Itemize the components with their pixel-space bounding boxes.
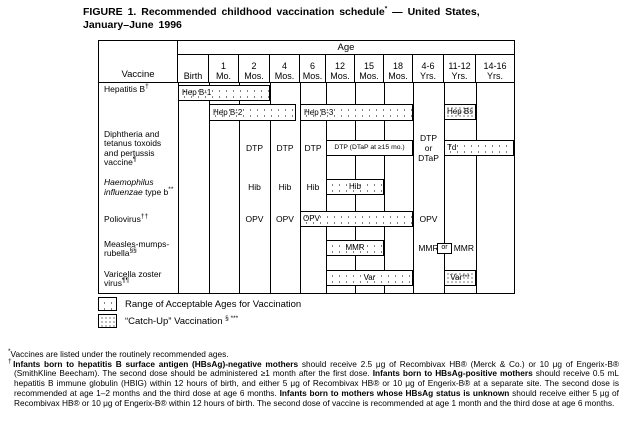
mark-opv-2mos: OPV [245,213,264,224]
col-header-18mos: 18 Mos. [384,55,413,83]
footnote-star: *Vaccines are listed under the routinely… [8,348,229,359]
row-label-dtp: Diphtheria and tetanus toxoids and pertu… [104,128,162,167]
bar-opv-6-18mos: OPV [300,210,413,227]
col-header-15mos: 15 Mos. [355,55,384,83]
legend-range-swatch [98,297,117,311]
mark-dtp-2mos: DTP [246,142,263,153]
col-header-4mos: 4 Mos. [270,55,300,83]
figure-title-line2: January–June 1996 [83,19,182,31]
mark-hib-6mos: Hib [306,181,320,192]
age-header: Age [178,41,514,55]
legend-catchup: “Catch-Up” Vaccination § *** [98,314,238,328]
col-header-4-6yrs: 4-6 Yrs. [413,55,444,83]
row-label-varicella: Varicella zoster virus¶¶ [104,268,162,288]
col-header-14-16yrs: 14-16 Yrs. [476,55,514,83]
footnote-dagger: †Infants born to hepatitis B surface ant… [8,357,619,408]
col-header-11-12yrs: 11-12 Yrs. [444,55,476,83]
bar-hepb-catchup: Hep B § [444,104,476,120]
box-mmr-or: or [437,242,452,254]
legend-catchup-swatch [98,314,117,328]
figure-title: FIGURE 1. Recommended childhood vaccinat… [83,6,533,32]
bar-hib-12-15mos: Hib [326,178,384,195]
bar-td-catchup: Td [444,139,514,156]
bar-var-catchup: Var *** [444,270,476,286]
legend-range: Range of Acceptable Ages for Vaccination [98,297,301,311]
row-label-hib: Haemophilus influenzae type b** [104,177,174,197]
col-header-birth: Birth [178,55,209,83]
mark-opv-4mos: OPV [276,213,294,224]
footnotes: *Vaccines are listed under the routinely… [4,348,619,408]
col-header-12mos: 12 Mos. [326,55,355,83]
bar-var-12-18mos: Var [326,270,413,286]
row-label-mmr: Measles-mumps-rubella§§ [104,238,170,258]
vaccine-column-header: Vaccine [99,41,178,83]
bar-hepb-1: Hep B-1 [178,85,270,101]
col-header-2mos: 2 Mos. [239,55,270,83]
bar-mmr-12-15mos: MMR [326,240,384,256]
mark-hib-4mos: Hib [278,181,292,192]
mark-opv-4-6yrs: OPV [419,213,438,224]
row-label-poliovirus: Poliovirus†† [104,212,149,224]
mark-dtp-4mos: DTP [276,142,294,153]
vaccination-schedule-table: Vaccine Age Birth 1 Mo. 2 Mos. 4 Mos. 6 Mos.… [98,40,515,294]
mark-hib-2mos: Hib [248,181,261,192]
row-label-hepatitis-b: Hepatitis B† [104,83,149,94]
bar-hepb-2: Hep B-2 [209,104,296,121]
mark-dtp-6mos: DTP [304,142,322,153]
bar-hepb-3: Hep B-3 [300,104,413,121]
figure-title-line1-end: — United States, [387,6,480,18]
col-header-6mos: 6 Mos. [300,55,326,83]
figure-title-footnote-marker: * [384,5,388,13]
figure-title-line1: FIGURE 1. Recommended childhood vaccinat… [83,6,385,18]
col-header-1mo: 1 Mo. [209,55,239,83]
mark-dtp-or-dtap-4-6yrs: DTP or DTaP [418,132,439,163]
box-dtp-dtap-12-18mos: DTP (DTaP at ≥15 mo.) [326,139,413,156]
